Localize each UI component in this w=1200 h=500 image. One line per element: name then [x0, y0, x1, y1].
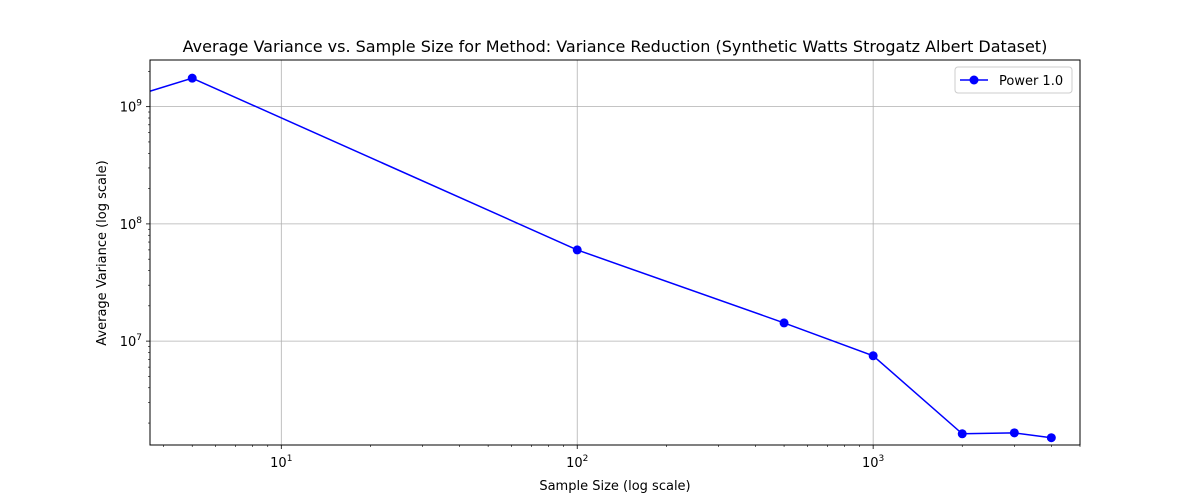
y-tick-label: 108	[120, 216, 143, 233]
legend-marker	[969, 75, 979, 85]
x-tick-label: 102	[566, 454, 588, 471]
legend: Power 1.0	[954, 66, 1073, 94]
data-point	[1046, 433, 1056, 443]
y-tick-label: 107	[120, 333, 142, 350]
data-point	[572, 245, 582, 255]
x-tick-label: 103	[862, 454, 884, 471]
y-tick-label: 109	[120, 99, 143, 116]
grid	[150, 60, 1080, 445]
series-layer	[150, 73, 1056, 443]
chart-title: Average Variance vs. Sample Size for Met…	[183, 37, 1048, 56]
legend-box	[954, 66, 1073, 94]
data-point	[1009, 428, 1019, 438]
data-point	[868, 351, 878, 361]
data-point	[779, 318, 789, 328]
plot-frame	[149, 59, 1081, 446]
y-axis-label: Average Variance (log scale)	[95, 160, 110, 345]
data-point	[187, 73, 197, 83]
data-point	[957, 429, 967, 439]
ticks: 101 102 103 107 108 109	[120, 71, 1081, 471]
x-tick-label: 101	[270, 454, 292, 471]
x-axis-label: Sample Size (log scale)	[539, 479, 690, 494]
legend-label: Power 1.0	[999, 74, 1063, 89]
series-line	[150, 77, 1052, 439]
